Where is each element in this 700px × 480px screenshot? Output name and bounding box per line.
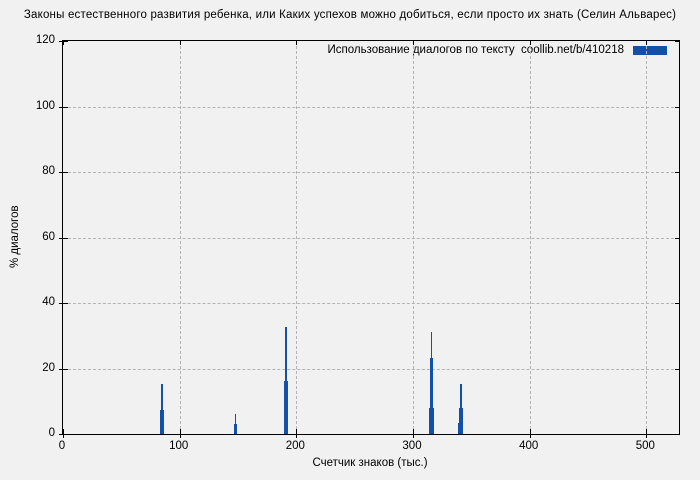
x-tick-label: 200 [285,440,305,452]
bar-segment [429,376,434,434]
y-tick-label: 20 [42,361,55,374]
bar-segment [161,383,163,434]
x-axis-title: Счетчик знаков (тыс.) [312,457,428,469]
bar-segment [160,409,164,434]
bar-segment [234,413,237,434]
legend-label: Использование диалогов по тексту coollib… [327,44,624,56]
y-tick-mark [59,434,68,435]
y-tick-label: 40 [42,296,55,308]
x-tick-mark-top [529,41,531,45]
y-tick-mark-right [675,172,679,173]
y-tick-label: 100 [35,99,55,112]
y-tick-label: 0 [48,427,55,439]
x-tick-label: 500 [635,440,655,452]
y-tick-label: 120 [35,34,55,46]
bar-segment [283,380,288,434]
x-tick-mark [63,429,64,438]
x-tick-label: 300 [402,440,422,452]
y-tick-mark [59,237,68,239]
x-tick-mark [179,429,181,438]
x-tick-mark [296,429,298,438]
x-tick-mark-top [63,41,64,45]
y-gridline [63,368,679,370]
bar-segment [233,423,238,434]
y-gridline [63,303,679,304]
y-gridline [63,106,679,108]
x-tick-mark-top [646,41,648,45]
y-tick-mark [59,41,68,42]
y-gridline [63,237,679,239]
y-tick-mark [59,106,68,108]
x-tick-label: 400 [519,440,539,452]
y-tick-mark [59,303,68,304]
bar-segment [459,407,463,434]
x-tick-label: 100 [169,440,189,452]
x-tick-mark [529,429,531,438]
y-tick-mark-right [675,106,679,108]
x-tick-mark-top [413,41,414,45]
legend: Использование диалогов по тексту coollib… [327,44,667,56]
y-tick-label: 60 [42,230,55,243]
plot-area: Использование диалогов по тексту coollib… [59,40,680,438]
y-gridline [63,172,679,173]
legend-swatch [633,45,667,55]
x-tick-mark [413,429,414,438]
y-tick-label: 80 [42,165,55,177]
y-tick-mark-right [675,237,679,239]
y-tick-mark [59,172,68,173]
x-tick-label: 0 [58,440,66,452]
x-tick-mark [646,429,648,438]
bar-segment [429,407,435,434]
y-tick-mark [59,368,68,370]
y-tick-mark-right [675,303,679,304]
y-tick-mark-right [675,368,679,370]
chart-title: Законы естественного развития ребенка, и… [23,9,677,21]
x-tick-mark-top [179,41,181,45]
y-tick-mark-right [675,434,679,435]
x-tick-mark-top [296,41,298,45]
bar-segment [458,422,464,434]
y-tick-mark-right [675,41,679,42]
bar-segment [285,326,287,434]
